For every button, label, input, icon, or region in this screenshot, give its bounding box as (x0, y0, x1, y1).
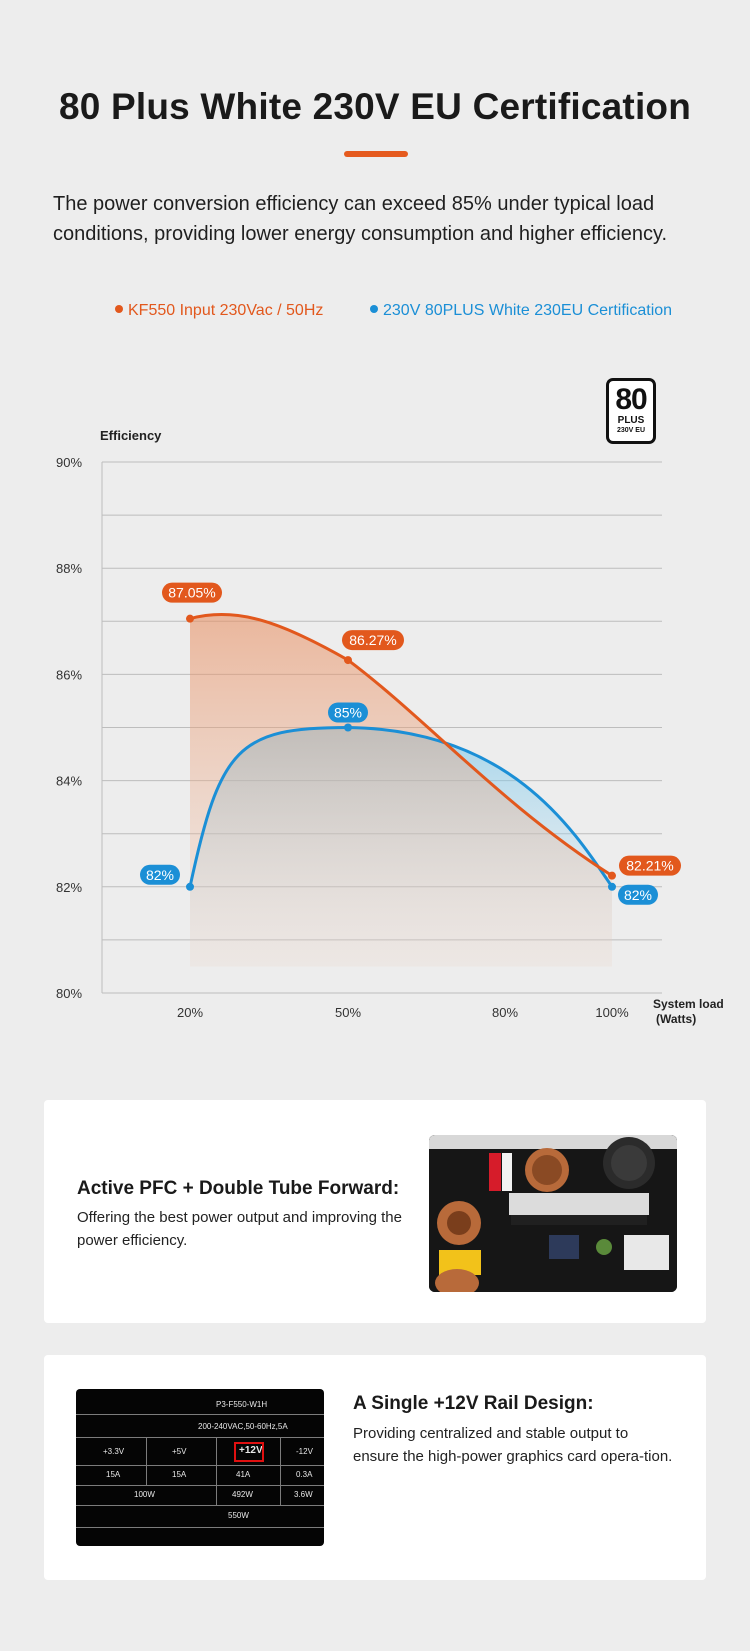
legend-dot-icon (115, 304, 123, 313)
pcb-photo (429, 1135, 677, 1292)
amp-neg12v: 0.3A (296, 1470, 313, 1479)
data-label-pill (328, 702, 368, 723)
feature-text: Providing centralized and stable output … (353, 1425, 673, 1465)
data-point-80plus (344, 723, 352, 732)
chart-legend: KF550 Input 230Vac / 50Hz 230V 80PLUS Wh… (0, 302, 750, 326)
x-tick-label: 50% (335, 1005, 361, 1020)
legend-dot-icon (370, 304, 378, 313)
data-point-80plus (186, 882, 194, 891)
feature-text: Offering the best power output and impro… (77, 1209, 402, 1249)
label-divider (76, 1465, 324, 1466)
80plus-badge-logo: 80 PLUS 230V EU (606, 378, 656, 444)
label-divider (76, 1505, 324, 1506)
data-label-pill (140, 864, 180, 885)
amp-5v: 15A (172, 1470, 187, 1479)
data-label-text: 82% (624, 887, 652, 903)
rail-3v3: +3.3V (103, 1447, 125, 1456)
psu-spec-label: P3-F550-W1H 200-240VAC,50-60Hz,5A +3.3V … (76, 1389, 324, 1546)
feature-heading: Active PFC + Double Tube Forward: (77, 1178, 400, 1199)
psu-model: P3-F550-W1H (216, 1400, 268, 1409)
rail-12v: +12V (239, 1445, 263, 1456)
badge-number: 80 (615, 383, 647, 416)
data-label-text: 85% (334, 705, 362, 721)
data-label-pill (342, 630, 404, 651)
data-label-text: 87.05% (168, 585, 215, 601)
combined-watts: 100W (134, 1490, 155, 1499)
label-divider (76, 1485, 324, 1486)
total-watts: 550W (228, 1511, 249, 1520)
data-point-kf550 (344, 656, 352, 665)
data-label: 82% (140, 864, 180, 885)
legend-label: KF550 Input 230Vac / 50Hz (128, 302, 324, 319)
watts-12v: 492W (232, 1490, 253, 1499)
data-label-pill (619, 855, 681, 876)
badge-sub: 230V EU (616, 427, 646, 434)
label-vdivider (146, 1437, 147, 1485)
rail-12v-highlight (234, 1442, 264, 1462)
data-label-pill (618, 884, 658, 905)
x-tick-label: 80% (492, 1005, 518, 1020)
series-area-kf550 (190, 614, 612, 967)
y-axis-title: Efficiency (100, 428, 162, 443)
x-axis-title: (Watts) (656, 1012, 696, 1026)
label-vdivider (216, 1437, 217, 1505)
legend-item-kf550: KF550 Input 230Vac / 50Hz (115, 302, 323, 320)
label-divider (76, 1437, 324, 1438)
label-divider (76, 1414, 324, 1415)
data-label: 85% (328, 702, 368, 723)
y-tick-label: 80% (56, 986, 82, 1001)
data-label-text: 82.21% (626, 858, 673, 874)
y-tick-label: 90% (56, 455, 82, 470)
y-tick-label: 88% (56, 561, 82, 576)
label-divider (76, 1527, 324, 1528)
label-vdivider (280, 1437, 281, 1505)
data-label: 87.05% (162, 582, 222, 603)
data-label: 82% (618, 884, 658, 905)
data-label: 86.27% (342, 630, 404, 651)
feature-card-pfc: Active PFC + Double Tube Forward: Offeri… (44, 1100, 706, 1323)
data-point-80plus (608, 882, 616, 891)
rail-neg12v: -12V (296, 1447, 313, 1456)
x-tick-label: 100% (595, 1005, 629, 1020)
series-line-kf550 (189, 612, 613, 877)
data-label-pill (162, 582, 222, 603)
watts-neg12v: 3.6W (294, 1490, 313, 1499)
y-tick-label: 82% (56, 880, 82, 895)
y-tick-label: 84% (56, 774, 82, 789)
data-label: 82.21% (619, 855, 681, 876)
data-point-kf550 (608, 871, 616, 880)
amp-3v3: 15A (106, 1470, 121, 1479)
efficiency-chart: 90% 88% 86% 84% 82% 80% 20% 50% 80% 100% Efficienc… (56, 428, 724, 1026)
amp-12v: 41A (236, 1470, 251, 1479)
x-tick-label: 20% (177, 1005, 203, 1020)
rail-5v: +5V (172, 1447, 187, 1456)
data-point-kf550 (186, 614, 194, 623)
legend-label: 230V 80PLUS White 230EU Certification (383, 302, 673, 319)
psu-input: 200-240VAC,50-60Hz,5A (198, 1422, 288, 1431)
y-tick-label: 86% (56, 667, 82, 682)
data-label-text: 86.27% (349, 632, 396, 648)
x-axis-title: System load (653, 997, 724, 1011)
legend-item-80plus: 230V 80PLUS White 230EU Certification (370, 302, 672, 320)
data-label-text: 82% (146, 867, 174, 883)
page-title: 80 Plus White 230V EU Certification (58, 86, 692, 127)
feature-card-rail: P3-F550-W1H 200-240VAC,50-60Hz,5A +3.3V … (44, 1355, 706, 1580)
badge-plus: PLUS (617, 415, 645, 426)
title-underline (344, 151, 408, 157)
feature-heading: A Single +12V Rail Design: (353, 1393, 594, 1414)
intro-text: The power conversion efficiency can exce… (53, 193, 668, 245)
